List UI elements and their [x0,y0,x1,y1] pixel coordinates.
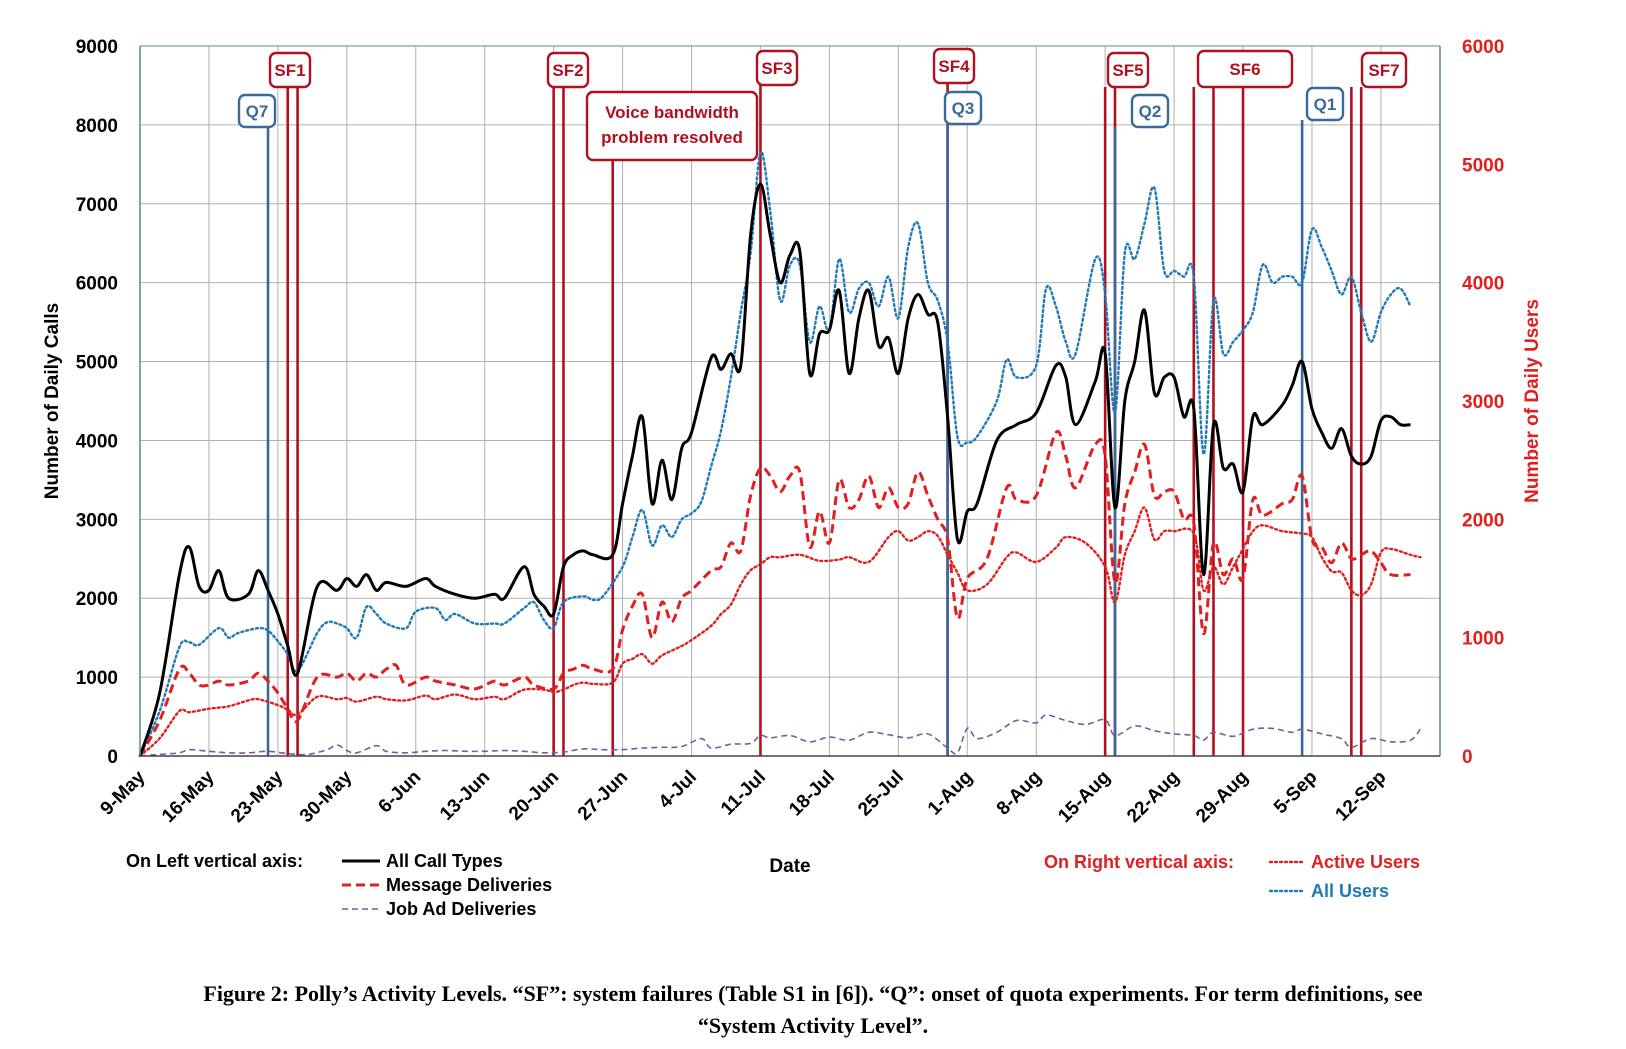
legend-label: Job Ad Deliveries [386,899,536,919]
y-tick-label-right: 6000 [1462,37,1504,58]
caption-line-2: “System Activity Level”. [697,1013,929,1038]
caption-line-1: Figure 2: Polly’s Activity Levels. “SF”:… [203,981,1423,1006]
y-axis-title-right: Number of Daily Users [1522,299,1543,503]
x-tick-label: 29-Aug [1192,767,1252,827]
event-marker-lines [266,83,1363,756]
legend-label: All Users [1311,881,1389,901]
y-tick-label-left: 0 [107,747,118,768]
event-marker-labels: Q7 SF1 SF2 Voice bandwidth problem resolved S… [237,47,1408,162]
x-tick-label: 6-Jun [375,767,426,818]
x-tick-label: 4-Jul [655,767,701,813]
legend-right-heading: On Right vertical axis: [1044,852,1234,872]
failure-label-box-sf2 [546,51,590,89]
failure-label-sf5: SF5 [1112,61,1143,80]
x-tick-label: 5-Sep [1270,767,1321,818]
failure-label-box-sf1 [268,51,312,89]
y-tick-label-left: 1000 [76,668,118,689]
failure-label-sf6: SF6 [1229,60,1260,79]
quota-label-q3: Q3 [952,99,975,118]
y-tick-label-left: 2000 [76,589,118,610]
y-axis-title-left: Number of Daily Calls [42,303,63,499]
y-tick-label-left: 8000 [76,116,118,137]
x-tick-label: 16-May [158,766,219,827]
x-axis-title: Date [769,856,810,877]
x-tick-label: 8-Aug [993,767,1046,820]
failure-label-box-sf7 [1360,51,1408,89]
x-tick-label: 15-Aug [1054,767,1114,827]
legend-label: Active Users [1311,852,1420,872]
y-tick-label-left: 7000 [76,195,118,216]
failure-label-box-voice-bandwidth-problem-resolved [585,90,759,162]
y-tick-label-right: 1000 [1462,629,1504,650]
legend-label: Message Deliveries [386,875,552,895]
y-tick-label-right: 2000 [1462,510,1504,531]
x-tick-label: 9-May [97,766,150,819]
failure-label-box-sf5 [1106,51,1150,89]
failure-label-sf2: SF2 [552,61,583,80]
quota-label-q7: Q7 [246,102,269,121]
y-tick-label-left: 5000 [76,353,118,374]
x-tick-label: 1-Aug [924,767,977,820]
figure-caption: Figure 2: Polly’s Activity Levels. “SF”:… [20,978,1606,1042]
quota-label-box-q7 [237,93,277,129]
y-tick-label-left: 3000 [76,510,118,531]
quota-label-q2: Q2 [1139,102,1162,121]
x-tick-label: 23-May [227,766,288,827]
series-line-all-call-types [138,182,1411,757]
failure-label-box-sf3 [755,49,799,87]
x-tick-label: 11-Jul [717,767,770,820]
x-tick-label: 18-Jul [785,767,839,821]
y-tick-label-right: 4000 [1462,274,1504,295]
activity-chart: Q7 SF1 SF2 Voice bandwidth problem resolved S… [42,37,1543,919]
y-tick-label-right: 5000 [1462,155,1504,176]
y-tick-label-right: 0 [1462,747,1473,768]
series-line-message-deliveries [138,429,1411,757]
legend: On Left vertical axis: All Call Types Mess… [126,851,1420,919]
failure-label-sf4: SF4 [938,57,970,76]
failure-label-box-sf6 [1196,49,1294,89]
gridlines [139,45,1440,757]
legend-label: All Call Types [386,851,503,871]
x-tick-label: 13-Jun [436,767,494,825]
legend-left-heading: On Left vertical axis: [126,851,303,871]
x-tick-label: 12-Sep [1332,767,1391,826]
failure-label-sf1: SF1 [274,61,305,80]
quota-label-box-q1 [1305,86,1345,122]
quota-label-box-q3 [943,90,983,126]
x-tick-label: 20-Jun [505,767,563,825]
annotation-label: Voice bandwidth problem resolved [601,103,743,147]
series-lines [138,150,1422,758]
y-tick-label-left: 4000 [76,431,118,452]
y-tick-label-right: 3000 [1462,392,1504,413]
failure-label-sf7: SF7 [1368,61,1399,80]
y-tick-label-left: 6000 [76,274,118,295]
quota-label-box-q2 [1130,93,1170,129]
x-tick-label: 27-Jun [574,767,632,825]
x-tick-label: 22-Aug [1123,767,1183,827]
failure-label-sf3: SF3 [761,59,792,78]
x-tick-label: 25-Jul [854,767,908,821]
y-tick-label-left: 9000 [76,37,118,58]
failure-label-box-sf4 [932,47,976,85]
series-line-job-ad-deliveries [139,714,1421,757]
x-tick-label: 30-May [296,766,357,827]
quota-label-q1: Q1 [1314,95,1337,114]
series-line-active-users [138,506,1422,758]
